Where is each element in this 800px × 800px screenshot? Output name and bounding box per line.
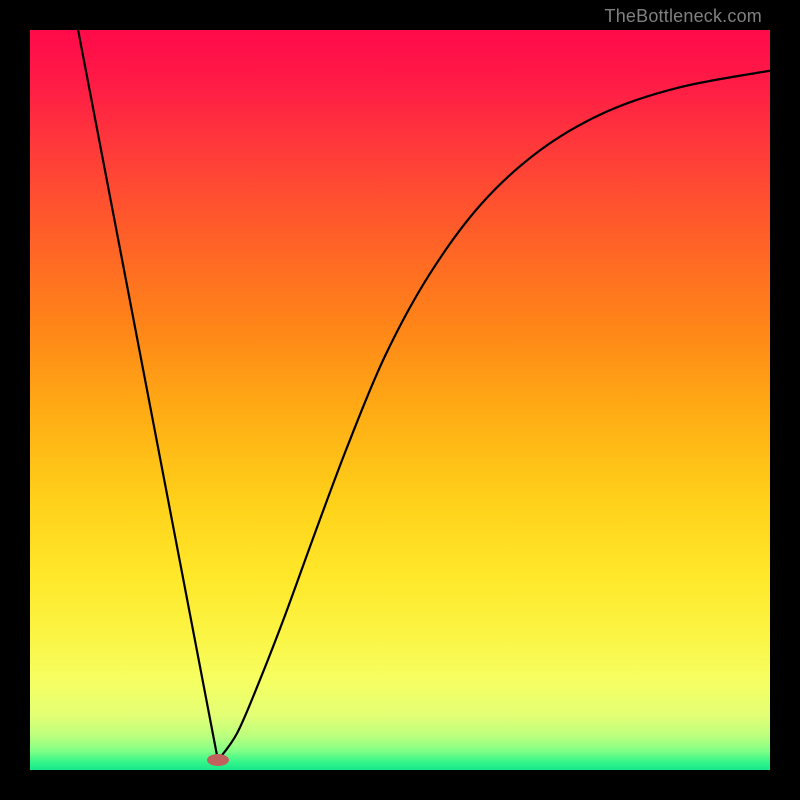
plot-area xyxy=(30,30,770,770)
bottleneck-curve xyxy=(30,30,770,770)
watermark-text: TheBottleneck.com xyxy=(605,6,762,27)
